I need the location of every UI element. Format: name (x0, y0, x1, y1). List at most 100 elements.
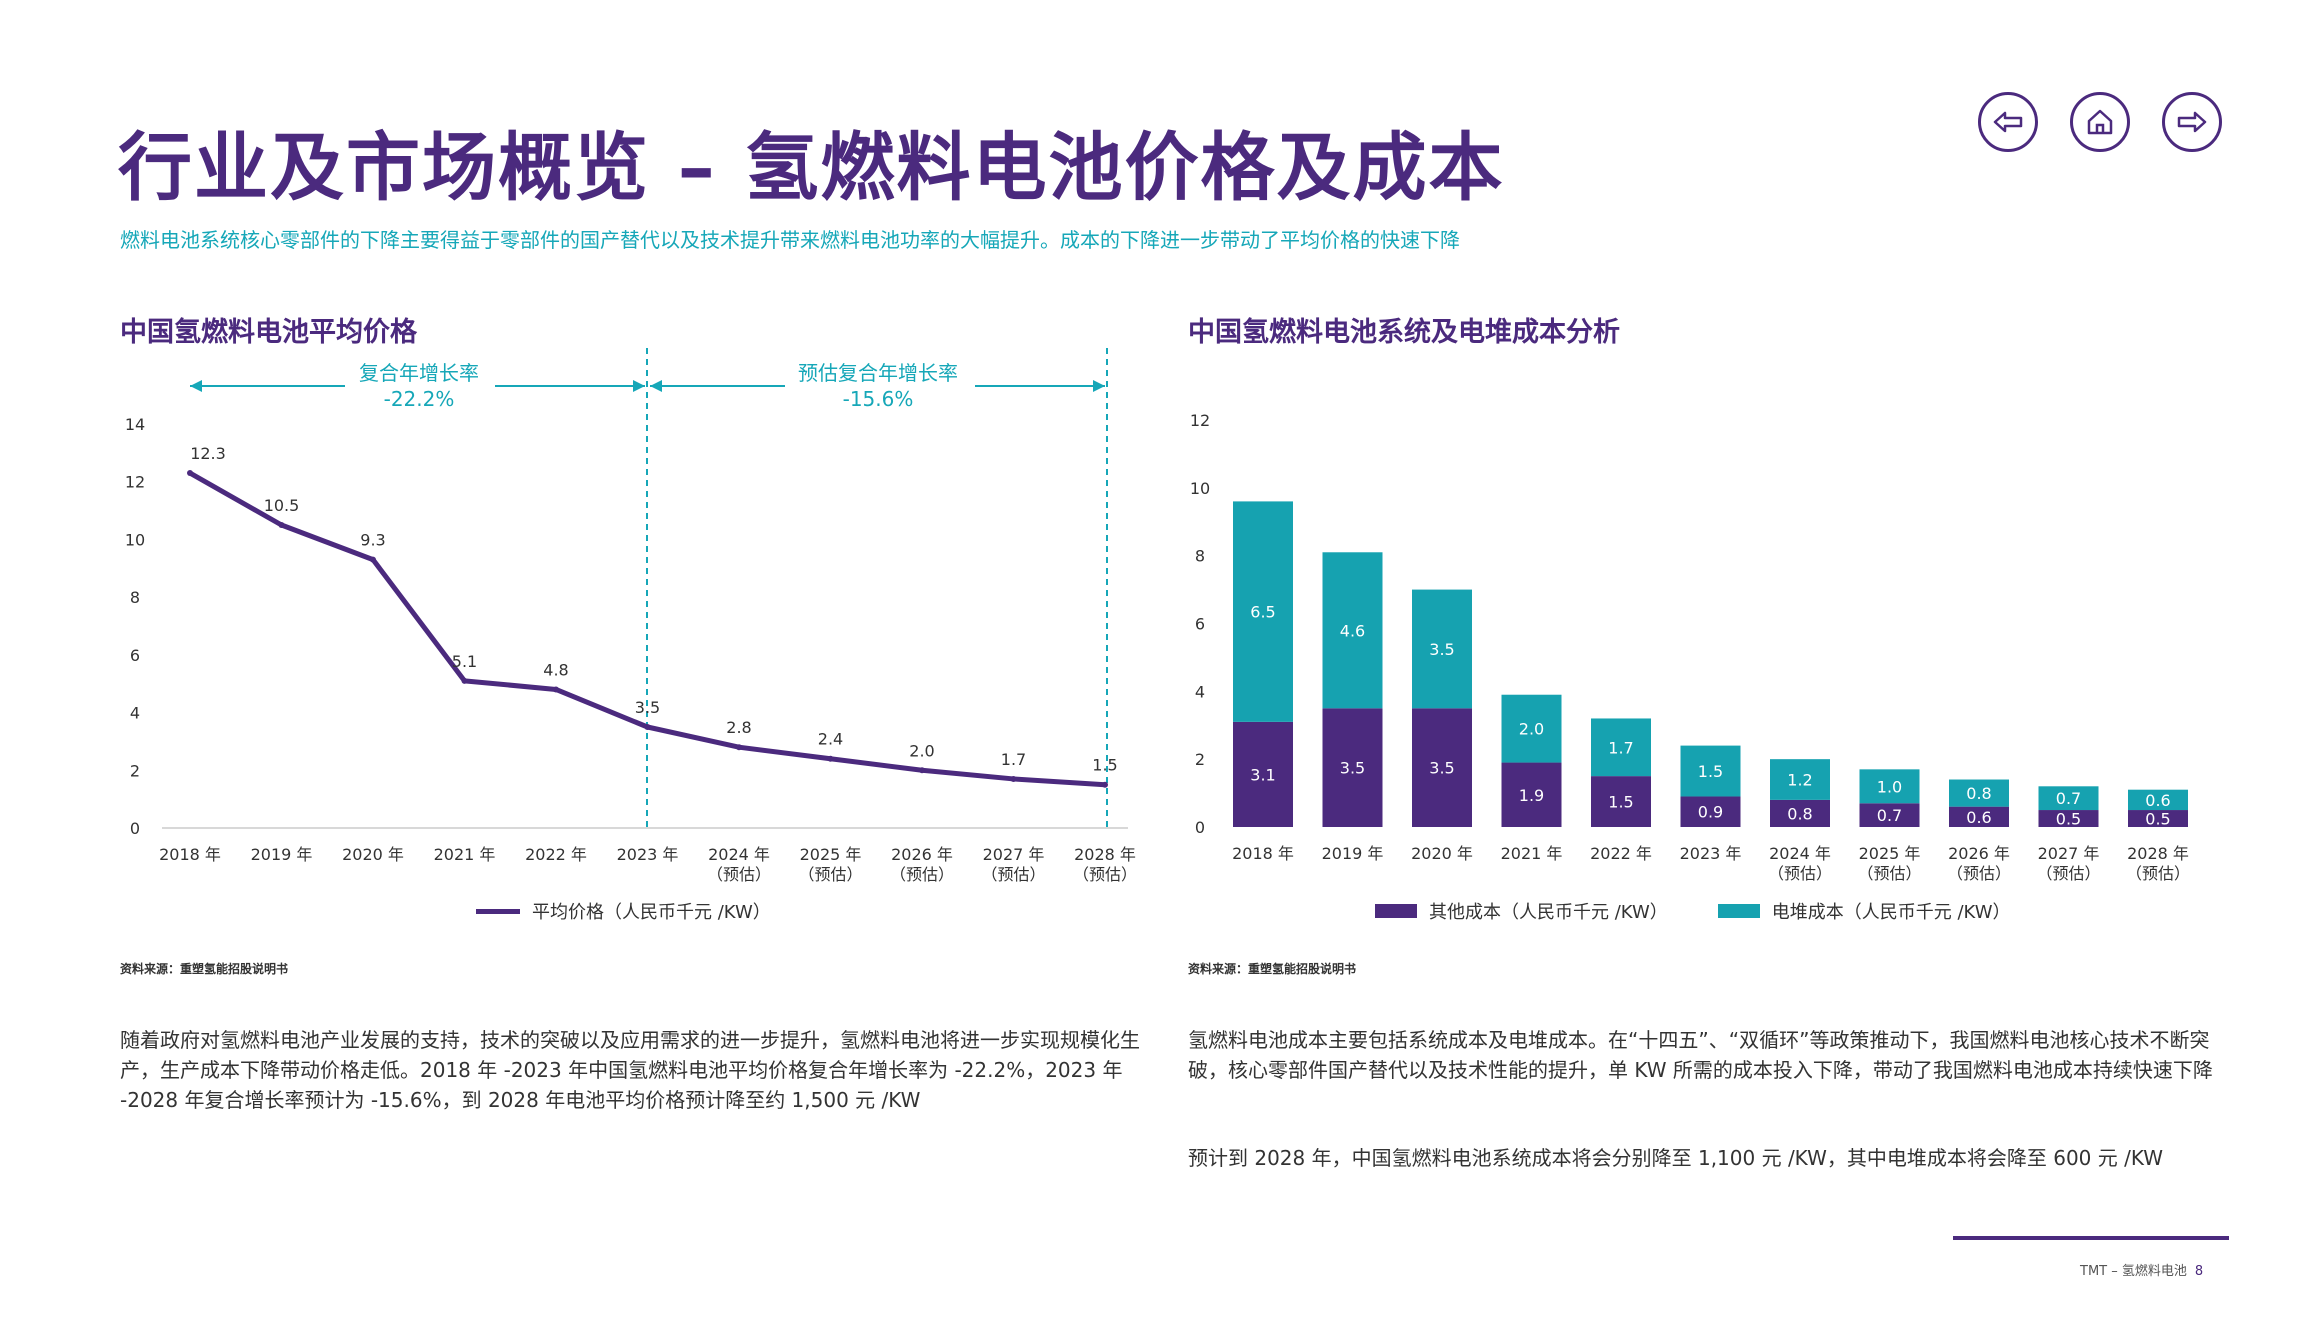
x-tick-label: 2019 年 (251, 845, 313, 864)
x-tick-label: （预估） (798, 865, 862, 884)
legend-swatch-other (1375, 904, 1417, 918)
y-tick-label: 8 (1195, 547, 1205, 566)
bar-other-cost (1770, 799, 1830, 827)
x-tick-label: （预估） (1857, 864, 1921, 883)
y-tick-label: 8 (130, 588, 140, 607)
y-tick-label: 2 (1195, 750, 1205, 769)
data-label: 1.7 (1001, 750, 1026, 769)
x-tick-label: （预估） (2036, 864, 2100, 883)
x-tick-label: 2022 年 (1590, 844, 1652, 863)
y-tick-label: 12 (125, 473, 145, 492)
x-tick-label: 2028 年 (1074, 845, 1136, 864)
data-point (644, 724, 651, 730)
page-subtitle: 燃料电池系统核心零部件的下降主要得益于零部件的国产替代以及技术提升带来燃料电池功… (120, 228, 1460, 252)
bar-stack-cost (1233, 501, 1293, 722)
x-tick-label: 2025 年 (1859, 844, 1921, 863)
arrowhead-right-1 (633, 380, 645, 392)
y-tick-label: 0 (1195, 818, 1205, 837)
data-label: 4.8 (543, 660, 568, 679)
bar-other-cost (1591, 776, 1651, 827)
data-point (553, 686, 559, 693)
arrowhead-left-1 (190, 380, 202, 392)
legend-label-other-cost: 其他成本（人民币千元 /KW） (1429, 902, 1668, 923)
bar-chart-title: 中国氢燃料电池系统及电堆成本分析 (1188, 317, 1620, 348)
bar-label-other-cost: 3.1 (1250, 765, 1275, 784)
y-tick-label: 10 (1190, 479, 1210, 498)
x-tick-label: （预估） (2126, 864, 2190, 883)
bar-stack-cost (1501, 694, 1562, 763)
data-point (370, 556, 376, 563)
y-tick-label: 0 (130, 819, 140, 838)
left-paragraph: 随着政府对氢燃料电池产业发展的支持，技术的突破以及应用需求的进一步提升，氢燃料电… (120, 1028, 1140, 1112)
arrowhead-right-2 (1093, 380, 1105, 392)
bar-label-stack-cost: 2.0 (1519, 720, 1544, 739)
cagr-past-label: 复合年增长率 (359, 361, 479, 385)
legend-swatch-stack (1717, 904, 1760, 918)
forward-button[interactable] (2162, 92, 2222, 152)
x-tick-label: （预估） (1947, 864, 2011, 883)
data-point (736, 744, 742, 751)
x-tick-label: 2026 年 (891, 845, 953, 864)
home-button[interactable] (2070, 92, 2130, 152)
legend-item-other-cost: 其他成本（人民币千元 /KW） (1375, 898, 1668, 924)
line-chart-title: 中国氢燃料电池平均价格 (120, 317, 417, 348)
cagr-future-value: -15.6% (843, 387, 914, 411)
stacked-bar-chart: 0 2 4 6 8 10 12 2018 年 2019 年 2020 年 2021 年 2022 年… (1190, 411, 2190, 883)
data-label: 2.4 (818, 730, 843, 749)
back-icon (1993, 111, 2023, 133)
data-label: 2.0 (909, 741, 934, 760)
y-tick-label: 6 (130, 646, 140, 665)
x-tick-label: 2021 年 (1501, 844, 1563, 863)
bar-stack-cost (1680, 745, 1741, 797)
x-tick-label: 2023 年 (617, 845, 679, 864)
bar-label-stack-cost: 1.2 (1787, 771, 1812, 790)
x-tick-label: （预估） (1073, 865, 1137, 884)
data-label: 5.1 (452, 652, 477, 671)
y-axis: 0 2 4 6 8 10 12 (1190, 411, 1210, 837)
data-label: 3.5 (635, 698, 660, 717)
data-point (827, 755, 834, 762)
y-tick-label: 10 (125, 530, 145, 549)
bar-other-cost (2128, 810, 2188, 827)
page-number: 8 (2194, 1264, 2204, 1279)
x-tick-label: 2024 年 (708, 845, 770, 864)
data-label: 10.5 (264, 496, 300, 515)
bar-label-other-cost: 1.5 (1608, 793, 1633, 812)
bar-label-stack-cost: 0.8 (1966, 784, 1991, 803)
data-label: 12.3 (190, 444, 226, 463)
bar-other-cost (2038, 810, 2099, 827)
cagr-annotations: 复合年增长率 -22.2% 预估复合年增长率 -15.6% (190, 348, 1108, 828)
y-tick-label: 2 (130, 761, 140, 780)
bar-stack-cost (2038, 786, 2099, 811)
bar-other-cost (1501, 762, 1562, 827)
bar-label-other-cost: 3.5 (1429, 759, 1454, 778)
x-tick-label: 2025 年 (800, 845, 862, 864)
x-tick-label: 2027 年 (983, 845, 1045, 864)
bar-other-cost (1412, 708, 1472, 827)
data-point (278, 522, 285, 528)
bar-chart-legend: 其他成本（人民币千元 /KW） 电堆成本（人民币千元 /KW） (1375, 898, 2061, 924)
home-icon (2087, 109, 2113, 135)
bar-other-cost (1233, 721, 1293, 827)
data-point (1102, 781, 1108, 788)
y-tick-label: 4 (1195, 682, 1205, 701)
x-tick-label: 2018 年 (1232, 844, 1294, 863)
x-axis: 2018 年 2019 年 2020 年 2021 年 2022 年 2023 年 2024… (1232, 844, 2190, 883)
y-tick-label: 4 (130, 704, 140, 723)
right-paragraph-2: 预计到 2028 年，中国氢燃料电池系统成本将会分别降至 1,100 元 /KW… (1188, 1146, 2164, 1170)
cagr-future-label: 预估复合年增长率 (798, 361, 958, 385)
x-tick-label: 2026 年 (1948, 844, 2010, 863)
bar-stack-cost (1859, 769, 1920, 804)
right-source: 资料来源：重塑氢能招股说明书 (1188, 962, 1357, 976)
data-point (919, 767, 925, 774)
back-button[interactable] (1978, 92, 2038, 152)
data-point (1010, 775, 1017, 782)
bar-stack-cost (1322, 552, 1383, 709)
data-label: 2.8 (726, 718, 751, 737)
cagr-past-value: -22.2% (384, 387, 455, 411)
bar-other-cost (1680, 796, 1741, 827)
bars: 3.1 6.5 3.5 4.6 3.5 3.5 1.9 2.0 1.5 1.7 0.9 1.5 0.8 1… (1233, 501, 2188, 829)
left-source: 资料来源：重塑氢能招股说明书 (120, 962, 289, 976)
bar-label-other-cost: 1.9 (1519, 786, 1544, 805)
bar-stack-cost (1770, 759, 1830, 800)
